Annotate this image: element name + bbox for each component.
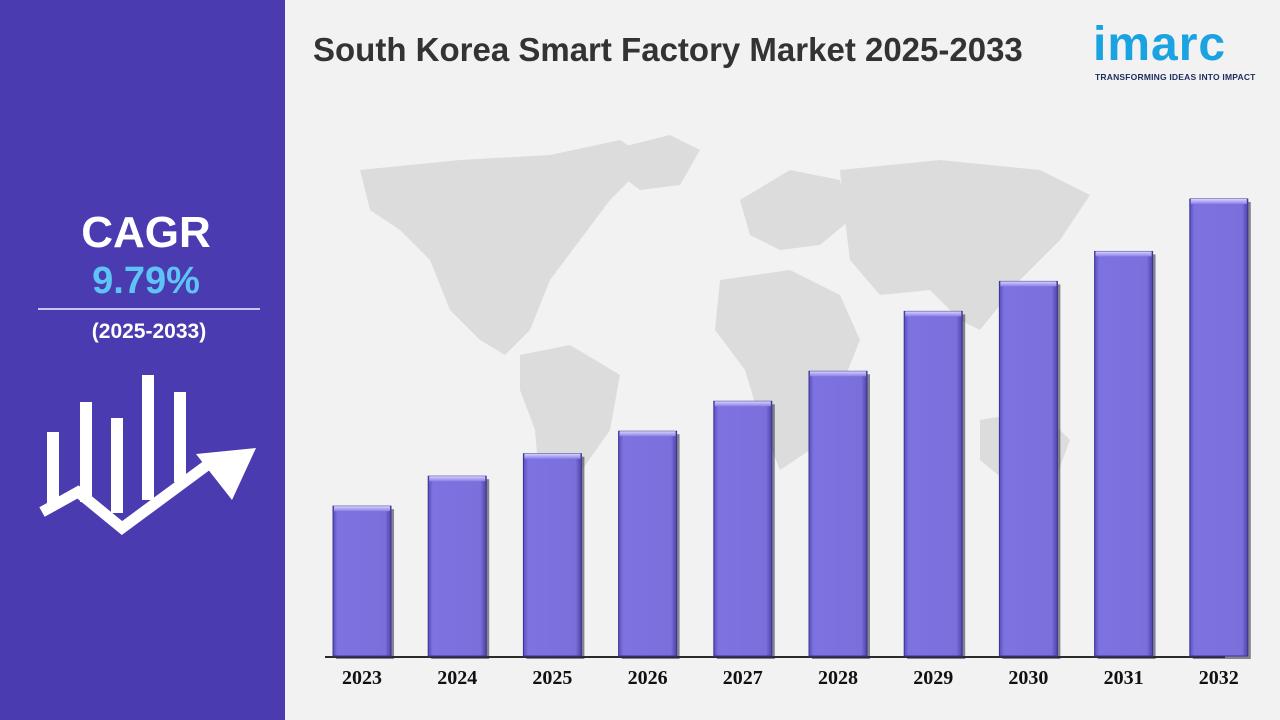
bar-cap-2031 — [1095, 251, 1152, 257]
bar-cap-2023 — [334, 506, 390, 512]
cagr-period: (2025-2033) — [91, 320, 207, 343]
logo-tagline: TRANSFORMING IDEAS INTO IMPACT — [1095, 72, 1256, 82]
bar-rect-2027 — [713, 400, 773, 657]
bar-2028 — [808, 370, 870, 659]
bar-cap-2026 — [619, 431, 676, 437]
bar-2025 — [522, 453, 585, 659]
bar-rect-2025 — [522, 453, 582, 657]
bar-2027 — [713, 400, 775, 659]
bar-cap-2025 — [524, 453, 581, 459]
bar-rect-2023 — [332, 505, 392, 657]
x-tick-label-2029: 2029 — [913, 667, 953, 689]
greenland-shape — [610, 135, 700, 190]
bar-2032 — [1189, 198, 1251, 659]
bar-2026 — [618, 430, 680, 659]
bar-rect-2029 — [903, 310, 963, 657]
bar-cap-2027 — [714, 401, 771, 407]
x-tick-label-2026: 2026 — [628, 667, 668, 689]
logo-wordmark: imarc — [1093, 18, 1227, 71]
cagr-value: 9.79% — [92, 260, 200, 302]
bar-2029 — [903, 310, 966, 659]
north-america-shape — [360, 140, 650, 355]
bar-cap-2024 — [429, 476, 486, 482]
asia-shape — [840, 160, 1090, 330]
growth-chart-arrow-icon — [39, 375, 256, 535]
bar-rect-2030 — [998, 280, 1058, 657]
bar-cap-2032 — [1190, 199, 1247, 204]
bar-rect-2028 — [808, 370, 868, 657]
x-tick-label-2030: 2030 — [1008, 667, 1048, 689]
x-tick-label-2032: 2032 — [1199, 667, 1239, 689]
bar-cap-2030 — [1000, 281, 1057, 287]
x-tick-label-2031: 2031 — [1104, 667, 1144, 689]
bar-cap-2029 — [905, 311, 962, 317]
bar-rect-2026 — [618, 430, 678, 657]
world-map-background — [360, 135, 1090, 520]
x-tick-label-2025: 2025 — [532, 667, 572, 689]
x-tick-label-2028: 2028 — [818, 667, 858, 689]
bar-2024 — [427, 475, 490, 659]
bar-2023 — [332, 505, 394, 659]
bar-rect-2024 — [427, 475, 487, 657]
x-tick-label-2023: 2023 — [342, 667, 382, 689]
x-tick-label-2024: 2024 — [437, 667, 477, 689]
sidebar-panel — [0, 0, 285, 720]
bar-2030 — [998, 280, 1061, 659]
x-tick-label-2027: 2027 — [723, 667, 763, 689]
bar-2031 — [1094, 250, 1156, 659]
imarc-logo: imarc TRANSFORMING IDEAS INTO IMPACT — [1093, 12, 1265, 84]
europe-shape — [740, 170, 850, 250]
sidebar-divider — [38, 308, 260, 310]
page-title: South Korea Smart Factory Market 2025-20… — [313, 31, 1023, 68]
cagr-label: CAGR — [81, 208, 211, 257]
bar-cap-2028 — [810, 371, 866, 377]
bar-rect-2031 — [1094, 250, 1154, 657]
bar-rect-2032 — [1189, 198, 1249, 657]
